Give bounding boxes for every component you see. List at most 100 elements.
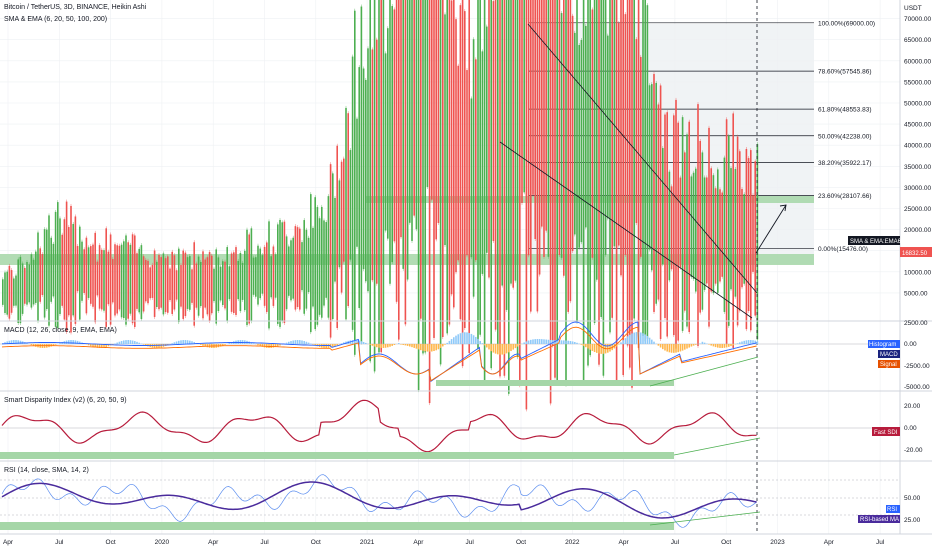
candle (332, 173, 334, 320)
candle (521, 0, 523, 203)
candle (156, 261, 158, 308)
sdi-tick-3: -20.00 (904, 447, 923, 454)
candle (679, 177, 682, 268)
candle (299, 228, 301, 310)
macd-bar (325, 344, 327, 348)
macd-bar (574, 342, 576, 344)
candle (483, 0, 486, 382)
projection-arrow[interactable] (755, 204, 787, 254)
candle (266, 242, 268, 312)
candle (512, 0, 514, 288)
candle (624, 14, 627, 255)
candle (554, 0, 556, 378)
macd-histogram (2, 332, 759, 355)
candle (252, 257, 255, 295)
candle (90, 246, 92, 304)
candle (455, 19, 457, 273)
price-tick: 40000.00 (904, 143, 931, 150)
sdi-pane[interactable] (0, 399, 900, 459)
candle (329, 164, 332, 338)
candle (609, 0, 611, 333)
macd-bar (677, 344, 679, 353)
candle (728, 135, 730, 326)
macd-bar (466, 332, 468, 344)
candle (296, 227, 299, 307)
fib-label: 0.00%(15476.00) (818, 246, 868, 253)
macd-bar (136, 341, 138, 344)
macd-bar (492, 344, 495, 353)
macd-bar (380, 344, 382, 348)
candle (514, 0, 517, 281)
candle (644, 0, 646, 342)
macd-bar (424, 344, 426, 352)
time-tick: Apr (413, 539, 424, 546)
candle (318, 218, 321, 315)
rsi-zone (0, 522, 674, 530)
macd-bar (180, 340, 182, 344)
macd-bar (481, 343, 484, 344)
candle (382, 0, 385, 345)
candle (481, 51, 484, 274)
macd-bar (756, 341, 759, 344)
candle (754, 161, 756, 316)
candle (79, 226, 81, 320)
rsi-ma-line (1, 481, 757, 519)
candle (195, 263, 198, 308)
candle (706, 177, 708, 284)
candle (239, 253, 242, 312)
candle (103, 250, 105, 311)
macd-bar (499, 344, 501, 355)
candle (607, 35, 609, 219)
candle (94, 232, 96, 323)
time-axis[interactable]: Apr Jul Oct 2020 Apr Jul Oct 2021 Apr Jul Oct 2022 A… (3, 539, 885, 546)
candle (182, 250, 184, 319)
candle (428, 0, 431, 404)
macd-bar (294, 340, 297, 344)
macd-zone (436, 380, 674, 386)
macd-bar (134, 341, 136, 344)
candle (158, 254, 160, 310)
indicator-legend[interactable]: SMA & EMA (6, 20, 50, 100, 200) (4, 16, 108, 23)
macd-bar (448, 340, 451, 344)
macd-bar (699, 343, 701, 344)
price-tick: 60000.00 (904, 58, 931, 65)
macd-bar (444, 344, 446, 345)
candle (81, 241, 83, 301)
macd-bar (125, 340, 127, 344)
sdi-tick-2: 0.00 (904, 425, 917, 432)
macd-bar (389, 344, 391, 347)
macd-bar (439, 344, 442, 348)
macd-bar (488, 344, 490, 350)
macd-pane[interactable] (0, 321, 900, 387)
macd-bar (189, 340, 191, 344)
price-candles (2, 0, 759, 412)
macd-bar (98, 344, 101, 348)
candle (457, 65, 459, 261)
time-tick: Oct (721, 539, 731, 546)
macd-bar (673, 344, 675, 353)
candle (246, 229, 248, 326)
candle (13, 278, 15, 306)
ema-tag: SMA & EMA:EMA6 (848, 236, 902, 245)
candle (204, 259, 206, 308)
candle (387, 28, 389, 239)
candle (219, 266, 222, 301)
macd-bar (461, 332, 464, 344)
candle (211, 255, 213, 314)
macd-bar (708, 344, 710, 345)
candle (600, 0, 602, 317)
macd-bar (17, 340, 19, 344)
macd-bar (609, 344, 611, 352)
price-tick: 30000.00 (904, 185, 931, 192)
rsi-pane[interactable] (0, 474, 900, 530)
candle (367, 48, 369, 292)
candle (288, 246, 290, 296)
trendline-upper[interactable] (527, 23, 758, 294)
candle (57, 202, 59, 329)
macd-bar (354, 340, 356, 344)
trendline-lower[interactable] (499, 141, 753, 319)
candle (19, 256, 22, 324)
candle (503, 0, 506, 376)
macd-bar (591, 344, 594, 351)
